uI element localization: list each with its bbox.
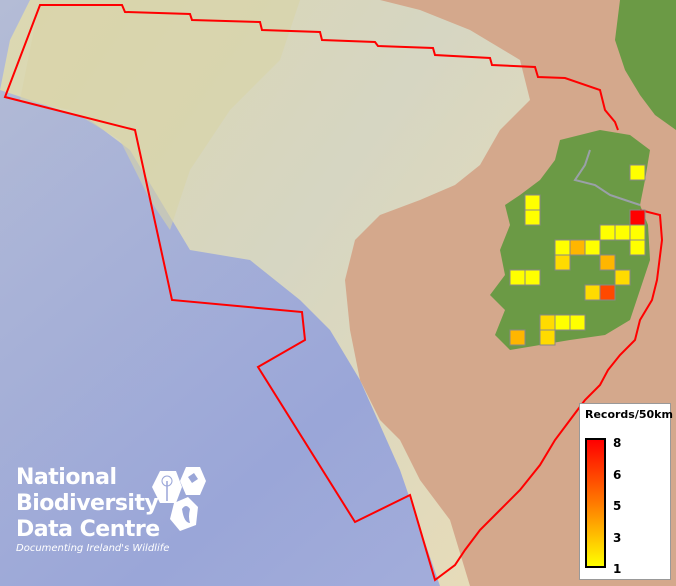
logo-line: National [16, 465, 117, 490]
record-cell[interactable] [509, 329, 526, 346]
record-cell[interactable] [614, 269, 631, 286]
nbdc-logo: National Biodiversity Data Centre Docume… [16, 465, 206, 554]
legend-tick: 1 [613, 562, 622, 576]
record-cell[interactable] [599, 254, 616, 271]
record-cell[interactable] [524, 194, 541, 211]
record-cell[interactable] [539, 314, 556, 331]
logo-tagline: Documenting Ireland's Wildlife [16, 543, 170, 554]
shelf-shallow [20, 0, 300, 230]
legend-tick: 3 [613, 531, 622, 545]
record-cell[interactable] [629, 209, 646, 226]
legend: Records/50km 8 6 5 3 1 [579, 403, 673, 580]
record-cell[interactable] [539, 329, 556, 346]
record-cell[interactable] [629, 239, 646, 256]
record-cell[interactable] [614, 224, 631, 241]
record-cell[interactable] [509, 269, 526, 286]
marine-boundary [3, 4, 664, 582]
record-cell[interactable] [629, 224, 646, 241]
record-cells [509, 164, 646, 346]
record-cell[interactable] [584, 284, 601, 301]
record-cell[interactable] [554, 254, 571, 271]
record-cell[interactable] [629, 164, 646, 181]
legend-tick: 6 [613, 468, 622, 482]
legend-tick: 8 [613, 436, 622, 450]
legend-title: Records/50km [585, 408, 673, 421]
legend-color-ramp [585, 438, 606, 568]
record-cell[interactable] [599, 224, 616, 241]
record-cell[interactable] [584, 239, 601, 256]
record-cell[interactable] [554, 314, 571, 331]
scotland [615, 0, 676, 130]
record-cell[interactable] [524, 209, 541, 226]
hexagon-logo-icon [152, 467, 206, 531]
record-cell[interactable] [569, 239, 586, 256]
legend-tick: 5 [613, 499, 622, 513]
ni-border [573, 149, 641, 206]
record-cell[interactable] [524, 269, 541, 286]
logo-line: Data Centre [16, 517, 160, 542]
record-cell[interactable] [599, 284, 616, 301]
logo-line: Biodiversity [16, 491, 159, 516]
record-cell[interactable] [569, 314, 586, 331]
record-cell[interactable] [554, 239, 571, 256]
